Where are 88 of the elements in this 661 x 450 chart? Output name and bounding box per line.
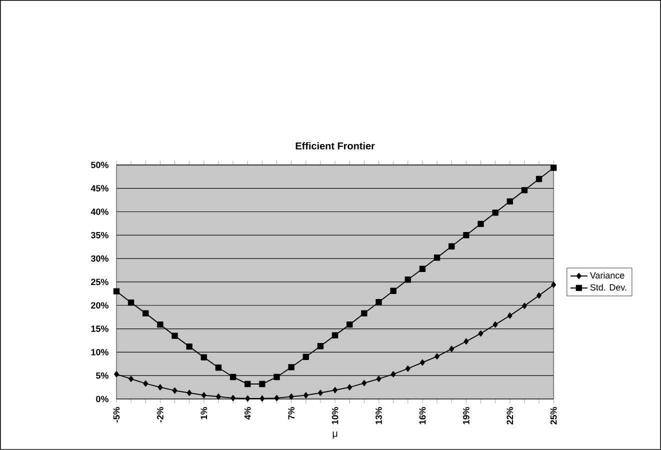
point	[420, 359, 425, 366]
y-tick-label: 45%	[90, 185, 108, 192]
point	[347, 384, 352, 390]
x-tick-label: 4%	[244, 407, 251, 420]
point	[317, 343, 324, 350]
point	[318, 390, 323, 396]
point	[244, 380, 251, 388]
point	[172, 332, 178, 339]
y-tick-label: 25%	[91, 278, 108, 286]
point	[302, 354, 309, 360]
point	[245, 395, 250, 402]
point	[550, 164, 557, 171]
point	[448, 243, 455, 250]
point	[449, 346, 454, 352]
chart-title: Efficient Frontier	[296, 142, 375, 150]
point	[274, 374, 280, 380]
legend-label: Variance	[590, 272, 624, 279]
point	[506, 198, 513, 205]
point	[434, 254, 440, 261]
point	[259, 380, 266, 388]
y-tick-label: 10%	[91, 349, 108, 356]
point	[492, 322, 498, 328]
x-tick-label: 25%	[550, 407, 557, 424]
y-tick-label: 0%	[96, 396, 108, 402]
point	[405, 366, 410, 372]
x-tick-label: 1%	[200, 407, 208, 420]
x-tick-label: 13%	[376, 407, 382, 424]
point	[143, 380, 148, 387]
y-tick-label: 35%	[90, 232, 108, 238]
x-tick-label: 19%	[463, 407, 470, 424]
point	[200, 354, 207, 360]
y-tick-label: 40%	[90, 208, 108, 215]
point	[332, 332, 338, 338]
point	[536, 292, 542, 299]
point	[522, 302, 527, 309]
x-tick-label: -2%	[157, 407, 164, 422]
point	[128, 300, 134, 306]
point	[434, 353, 440, 360]
point	[536, 176, 542, 182]
point	[230, 395, 236, 402]
x-axis-title: μ	[332, 432, 338, 439]
point	[172, 388, 178, 394]
point	[463, 232, 470, 238]
point	[186, 390, 192, 396]
point	[361, 310, 368, 316]
x-tick-label: 22%	[506, 407, 514, 424]
point	[332, 387, 338, 394]
y-tick-label: 5%	[96, 372, 108, 379]
point	[215, 364, 222, 371]
point	[142, 310, 149, 316]
point	[419, 266, 426, 272]
point	[230, 374, 236, 380]
point	[288, 364, 294, 370]
y-tick-label: 20%	[91, 302, 108, 309]
point	[390, 371, 396, 378]
point	[478, 330, 484, 337]
point	[288, 394, 294, 400]
point	[362, 380, 367, 386]
point	[158, 384, 163, 390]
point	[186, 344, 192, 350]
x-tick-label: -5%	[113, 407, 120, 422]
legend-label: Std. Dev.	[590, 284, 626, 291]
y-tick-label: 15%	[91, 326, 108, 332]
point	[478, 220, 484, 228]
point	[376, 376, 382, 382]
point	[201, 392, 206, 398]
y-tick-label: 50%	[91, 162, 108, 168]
point	[507, 312, 512, 319]
point	[274, 395, 280, 402]
y-tick-label: 30%	[90, 255, 108, 262]
point	[216, 394, 221, 400]
point	[521, 187, 528, 194]
point	[404, 276, 411, 283]
point	[113, 288, 120, 294]
x-tick-label: 7%	[288, 407, 294, 420]
point	[346, 322, 353, 328]
x-tick-label: 10%	[332, 407, 338, 424]
point	[390, 288, 396, 294]
point	[114, 371, 119, 378]
point	[492, 210, 498, 216]
point	[128, 376, 134, 382]
point	[376, 299, 382, 306]
x-tick-label: 16%	[419, 407, 426, 424]
point	[464, 338, 469, 345]
point	[551, 282, 556, 288]
point	[260, 395, 265, 402]
point	[157, 322, 164, 328]
point	[303, 392, 308, 398]
